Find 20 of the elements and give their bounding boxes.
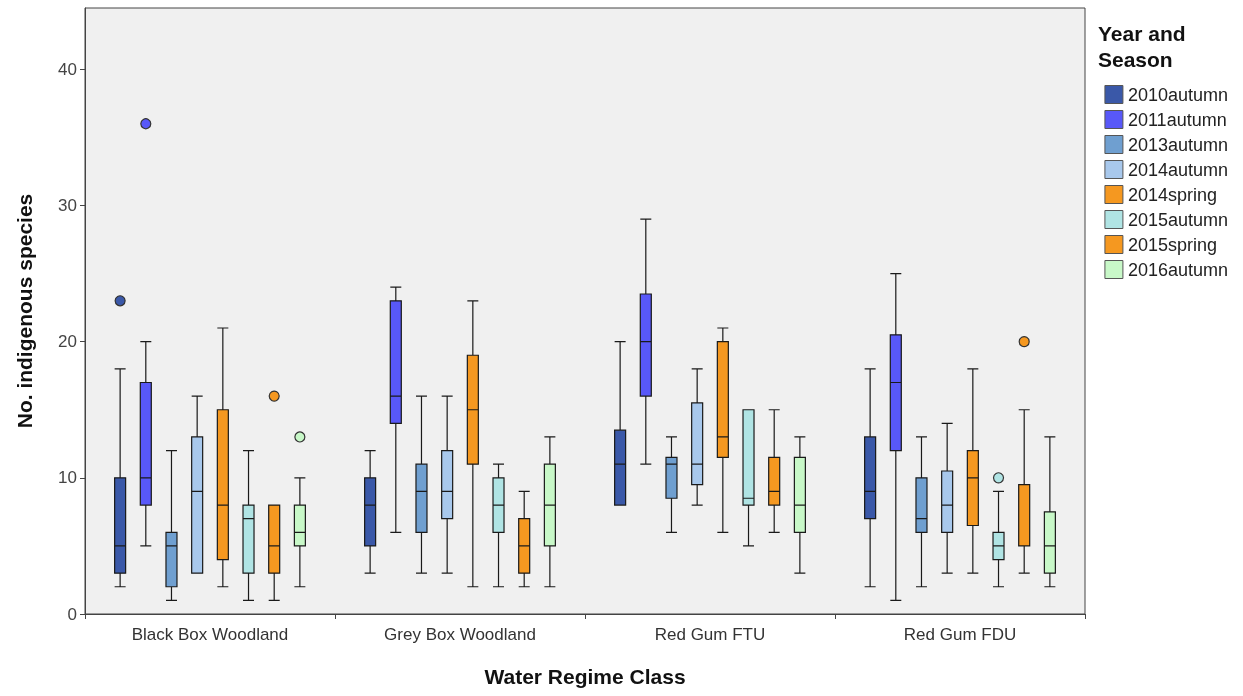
y-tick-label: 0 (67, 604, 77, 624)
x-axis-title: Water Regime Class (484, 665, 686, 688)
legend-label: 2016autumn (1127, 259, 1229, 280)
x-tick-label: Red Gum FDU (903, 625, 1017, 644)
legend-label: 2014spring (1127, 184, 1217, 205)
y-tick-label: 10 (58, 468, 77, 488)
x-tick-label: Grey Box Woodland (384, 625, 536, 644)
legend-label: 2013autumn (1127, 134, 1229, 155)
x-tick-label: Red Gum FTU (654, 625, 766, 644)
legend-label: 2015spring (1127, 234, 1217, 255)
y-axis-title: No. indigenous species (13, 193, 36, 429)
legend-title: Year and Season (1098, 21, 1192, 71)
legend-label: 2010autumn (1127, 84, 1229, 105)
legend-label: 2015autumn (1127, 209, 1229, 230)
y-tick-label: 40 (58, 59, 77, 79)
legend-label: 2011autumn (1127, 109, 1227, 130)
x-tick-label: Black Box Woodland (131, 625, 289, 644)
legend-label: 2014autumn (1127, 159, 1229, 180)
y-tick-label: 30 (58, 195, 77, 215)
y-tick-label: 20 (58, 332, 77, 352)
